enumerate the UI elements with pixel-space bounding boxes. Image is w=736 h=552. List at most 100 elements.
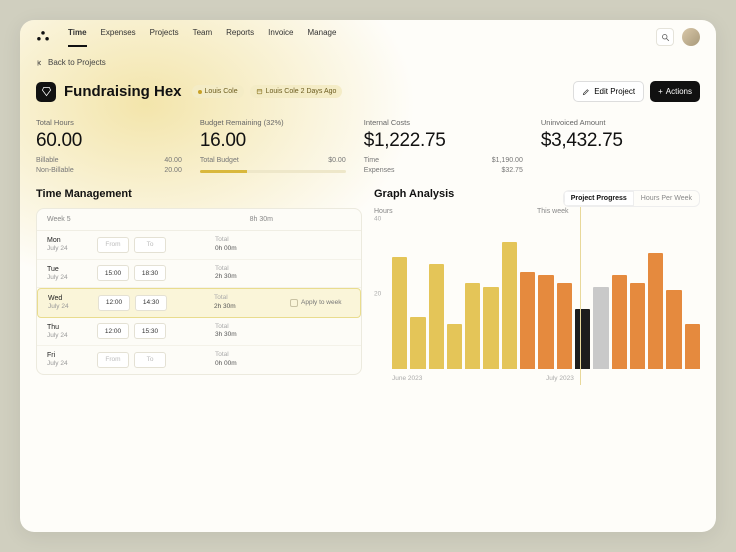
bar [538, 275, 553, 369]
bar [447, 324, 462, 369]
bar [630, 283, 645, 369]
bar [429, 264, 444, 369]
metric-value: $3,432.75 [541, 130, 700, 152]
bar [612, 275, 627, 369]
metric-sub: Expenses$32.75 [364, 167, 523, 174]
logo-icon [36, 30, 50, 44]
nav-item-manage[interactable]: Manage [308, 28, 337, 47]
pencil-icon [582, 88, 590, 96]
project-title: Fundraising Hex [64, 83, 182, 100]
x-label: June 2023 [392, 375, 546, 382]
edit-project-label: Edit Project [594, 87, 635, 96]
apply-to-week[interactable]: Apply to week [290, 299, 350, 307]
bar [685, 324, 700, 369]
time-row[interactable]: MonJuly 24FromToTotal0h 00m [37, 231, 361, 260]
nav-item-expenses[interactable]: Expenses [101, 28, 136, 47]
nav-item-invoice[interactable]: Invoice [268, 28, 293, 47]
y-axis-label: Hours [374, 208, 537, 215]
bar [557, 283, 572, 369]
chart-area: 4020 June 2023 July 2023 [374, 219, 700, 409]
metric-sub: Non-Billable20.00 [36, 167, 182, 174]
time-row[interactable]: ThuJuly 2412:0015:30Total3h 30m [37, 318, 361, 347]
badges: Louis Cole Louis Cole 2 Days Ago [192, 85, 343, 98]
metric-total-hours: Total Hours 60.00 Billable40.00Non-Billa… [36, 118, 182, 174]
project-header: Fundraising Hex Louis Cole Louis Cole 2 D… [20, 75, 716, 112]
from-input[interactable]: 12:00 [97, 323, 129, 339]
bar [502, 242, 517, 370]
metric-label: Uninvoiced Amount [541, 118, 700, 127]
row-total: Total0h 00m [215, 351, 285, 368]
metric-label: Budget Remaining (32%) [200, 118, 346, 127]
period-divider [580, 207, 581, 385]
budget-bar [200, 170, 346, 173]
metric-sub: Time$1,190.00 [364, 157, 523, 164]
to-input[interactable]: To [134, 237, 166, 253]
from-input[interactable]: From [97, 237, 129, 253]
to-input[interactable]: 15:30 [134, 323, 166, 339]
metric-sub: Total Budget$0.00 [200, 157, 346, 164]
metric-uninvoiced: Uninvoiced Amount $3,432.75 [541, 118, 700, 174]
calendar-icon [256, 88, 263, 95]
topbar: Time Expenses Projects Team Reports Invoice Ma… [20, 20, 716, 54]
edit-project-button[interactable]: Edit Project [573, 81, 644, 102]
panel-title: Graph Analysis [374, 188, 454, 200]
bar [666, 290, 681, 369]
row-total: Total2h 30m [215, 265, 285, 282]
app-window: Time Expenses Projects Team Reports Invoice Ma… [20, 20, 716, 532]
graph-toggle[interactable]: Project ProgressHours Per Week [563, 190, 700, 207]
nav-item-projects[interactable]: Projects [150, 28, 179, 47]
time-card: Week 5 8h 30m MonJuly 24FromToTotal0h 00… [36, 208, 362, 375]
back-link[interactable]: Back to Projects [20, 54, 716, 75]
row-total: Total0h 00m [215, 236, 285, 253]
from-input[interactable]: From [97, 352, 129, 368]
week-label: Week 5 [47, 216, 148, 223]
actions-label: Actions [666, 87, 692, 96]
week-duration: 8h 30m [250, 216, 351, 223]
bar [410, 317, 425, 370]
metrics-row: Total Hours 60.00 Billable40.00Non-Billa… [20, 112, 716, 188]
from-input[interactable]: 12:00 [98, 295, 130, 311]
y-tick: 40 [374, 216, 381, 223]
time-row[interactable]: WedJuly 2412:0014:30Total2h 30mApply to … [37, 288, 361, 318]
avatar[interactable] [682, 28, 700, 46]
row-total: Total3h 30m [215, 323, 285, 340]
nav-item-team[interactable]: Team [193, 28, 213, 47]
metric-value: 60.00 [36, 130, 182, 152]
bars [392, 219, 700, 369]
top-nav: Time Expenses Projects Team Reports Invoice Ma… [68, 28, 336, 47]
chart-grid: 4020 [374, 219, 700, 369]
metric-label: Internal Costs [364, 118, 523, 127]
search-button[interactable] [656, 28, 674, 46]
graph-panel: Graph Analysis Project ProgressHours Per… [374, 188, 700, 409]
badge: Louis Cole [192, 85, 244, 98]
to-input[interactable]: 18:30 [134, 265, 166, 281]
row-total: Total2h 30m [214, 294, 284, 311]
bar [575, 309, 590, 369]
to-input[interactable]: To [134, 352, 166, 368]
time-head: Week 5 8h 30m [37, 209, 361, 231]
checkbox-icon[interactable] [290, 299, 298, 307]
search-icon [661, 33, 670, 42]
from-input[interactable]: 15:00 [97, 265, 129, 281]
time-panel: Time Management Week 5 8h 30m MonJuly 24… [36, 188, 362, 409]
bar [648, 253, 663, 369]
plus-icon: + [658, 87, 663, 96]
time-row[interactable]: FriJuly 24FromToTotal0h 00m [37, 346, 361, 374]
nav-item-time[interactable]: Time [68, 28, 87, 47]
bar [465, 283, 480, 369]
metric-budget: Budget Remaining (32%) 16.00 Total Budge… [200, 118, 346, 174]
project-icon [36, 82, 56, 102]
metric-internal-costs: Internal Costs $1,222.75 Time$1,190.00Ex… [364, 118, 523, 174]
time-row[interactable]: TueJuly 2415:0018:30Total2h 30m [37, 260, 361, 289]
actions-button[interactable]: + Actions [650, 81, 700, 102]
this-week-label: This week [537, 208, 700, 215]
toggle-option[interactable]: Hours Per Week [634, 191, 699, 206]
bar [483, 287, 498, 370]
badge: Louis Cole 2 Days Ago [250, 85, 343, 98]
to-input[interactable]: 14:30 [135, 295, 167, 311]
nav-item-reports[interactable]: Reports [226, 28, 254, 47]
back-icon [36, 59, 44, 67]
toggle-option[interactable]: Project Progress [564, 191, 634, 206]
bar [392, 257, 407, 370]
panel-title: Time Management [36, 188, 362, 200]
